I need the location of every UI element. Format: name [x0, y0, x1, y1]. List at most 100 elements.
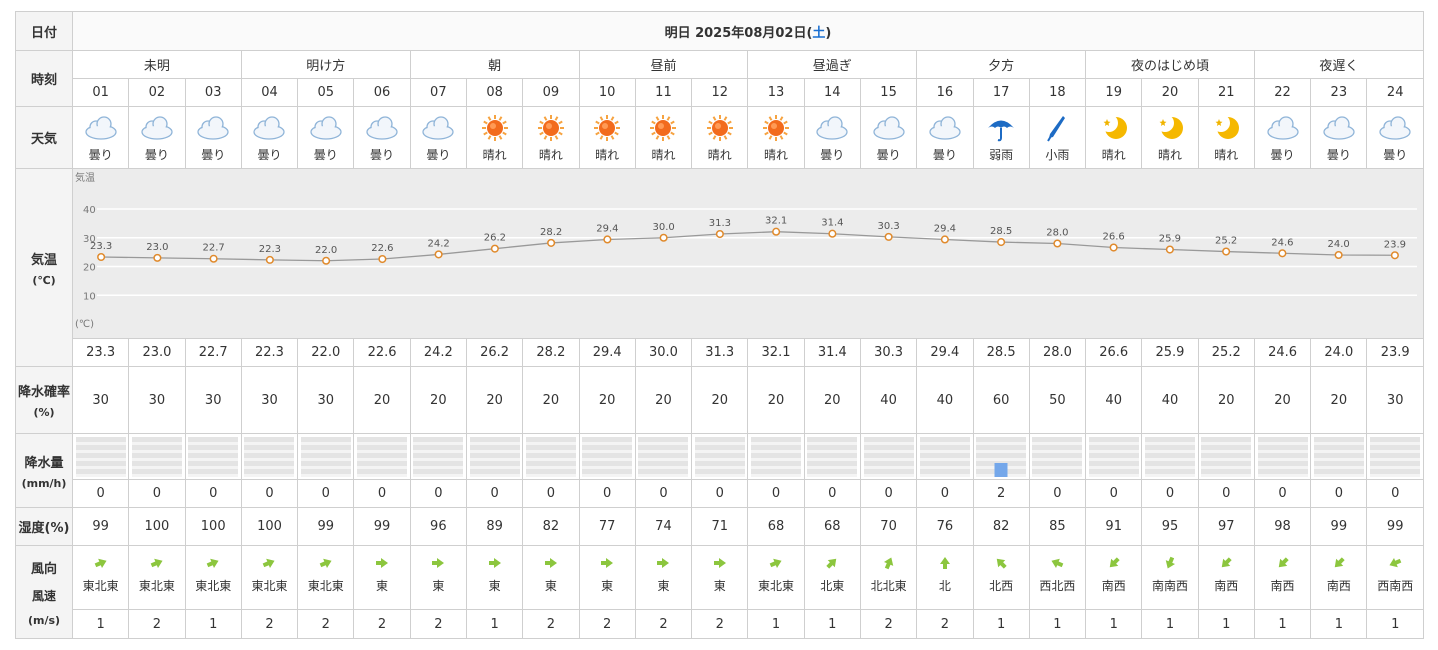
temperature-point-label: 24.2 [427, 238, 449, 249]
temperature-point-label: 22.0 [315, 245, 337, 256]
wind-arrow-icon [1278, 557, 1289, 568]
precip-bar-cell [916, 433, 974, 480]
precip-bar-track [976, 436, 1027, 477]
precip-bar-track [357, 436, 408, 477]
weather-label: 曇り [932, 148, 957, 162]
weather-cell: 曇り [297, 106, 355, 169]
wind-speed-value: 1 [1366, 609, 1424, 639]
temperature-point [659, 233, 668, 242]
hour-label: 01 [71, 78, 130, 107]
hour-label: 14 [803, 78, 861, 107]
temperature-chart-row: 気温 (℃) 10 20 30 40 気温 (℃) 23.3 23.0 22.7 22.3 22.0… [15, 168, 1424, 367]
temperature-value: 28.0 [1028, 338, 1087, 367]
precip-amount-value: 0 [1085, 479, 1143, 508]
precip-bar-cell [972, 433, 1030, 480]
precip-bar-cell [71, 433, 130, 480]
wind-speed-value: 2 [859, 609, 918, 639]
temperature-value: 31.4 [803, 338, 861, 367]
weather-cell: 晴れ [522, 106, 580, 169]
weather-cell: 曇り [240, 106, 299, 169]
temperature-point [884, 232, 893, 241]
weather-cell: 曇り [859, 106, 918, 169]
humidity-value: 99 [71, 507, 130, 546]
weather-label: 曇り [1270, 148, 1295, 162]
hour-label: 07 [409, 78, 467, 107]
precip-probability-value: 40 [916, 366, 974, 434]
precip-probability-value: 30 [128, 366, 186, 434]
temperature-point [547, 238, 556, 247]
temperature-point [940, 235, 949, 244]
wind-arrow-icon [488, 558, 501, 568]
wind-direction-label: 東 [376, 579, 389, 593]
row-label-wind: 風向 風速 (m/s) [15, 545, 73, 639]
temperature-value: 28.2 [522, 338, 580, 367]
wind-arrow-icon [376, 558, 389, 568]
precip-bar-track [1088, 436, 1139, 477]
cloud-icon [84, 116, 117, 140]
precip-probability-value: 20 [578, 366, 636, 434]
weather-cell: 晴れ [747, 106, 805, 169]
temperature-chart: 10 20 30 40 気温 (℃) 23.3 23.0 22.7 22.3 22.0 22.6 24.… [72, 168, 1424, 339]
hour-label: 16 [916, 78, 974, 107]
precip-probability-value: 60 [972, 366, 1030, 434]
temperature-point [828, 229, 837, 238]
precip-bar-track [638, 436, 689, 477]
precip-probability-value: 20 [409, 366, 467, 434]
precip-amount-value: 0 [747, 479, 805, 508]
precip-probability-value: 30 [297, 366, 355, 434]
hour-label: 18 [1028, 78, 1087, 107]
precip-amount-value: 0 [803, 479, 861, 508]
hour-row: 01 02 03 04 05 06 07 08 09 10 11 12 13 14 15 16 17 18 19 20… [16, 78, 1424, 107]
weather-label: 晴れ [595, 148, 620, 162]
hour-label: 06 [353, 78, 411, 107]
wind-direction-cell: 南南西 [1141, 545, 1199, 610]
moon-icon [1212, 114, 1240, 139]
precip-bar-track [300, 436, 351, 477]
chart-ytick-label: 40 [83, 205, 96, 216]
temperature-point [1334, 250, 1343, 260]
precip-bar-track [582, 436, 633, 477]
forecast-widget: 日付 明日 2025年08月02日(土) 時刻 未明 明け方朝昼前 昼過ぎ 夕方 夜のは… [15, 11, 1424, 639]
temperature-point-label: 25.9 [1159, 234, 1181, 245]
temperature-point-label: 25.2 [1215, 236, 1237, 247]
date-title: 明日 2025年08月02日(土) [72, 11, 1424, 51]
precip-bar-cell [409, 433, 467, 480]
precip-amount-value: 2 [972, 479, 1030, 508]
precip-amount-value: 0 [71, 479, 130, 508]
wind-direction-cell: 北西 [972, 545, 1030, 610]
wind-arrow-icon [263, 558, 276, 569]
wind-direction-cell: 東北東 [128, 545, 186, 610]
weather-cell: 晴れ [1141, 106, 1199, 169]
wind-speed-label: 風速 [31, 588, 56, 603]
hour-label: 05 [297, 78, 355, 107]
precip-amount-unit: (mm/h) [21, 476, 67, 490]
wind-direction-label: 東北東 [195, 579, 232, 593]
precip-probability-value: 20 [522, 366, 580, 434]
weather-cell: 曇り [1366, 106, 1424, 169]
temperature-value: 23.9 [1366, 338, 1424, 367]
wind-arrow-icon [1389, 557, 1402, 568]
precip-amount-value: 0 [240, 479, 299, 508]
wind-speed-value: 1 [1141, 609, 1199, 639]
chart-yunit: (℃) [75, 319, 94, 330]
umbrella-icon [988, 120, 1015, 142]
temperature-point [434, 250, 443, 259]
wind-speed-value: 1 [1310, 609, 1368, 639]
date-title-dow: 土 [812, 25, 826, 41]
temperature-point [997, 238, 1006, 247]
row-label-humidity: 湿度(%) [15, 507, 73, 546]
temperature-value: 22.0 [297, 338, 355, 367]
temperature-point-label: 24.6 [1271, 237, 1293, 248]
humidity-value: 68 [803, 507, 861, 546]
precip-bar-track [131, 436, 182, 477]
moon-icon [1099, 114, 1127, 139]
wind-direction-cell: 東 [409, 545, 467, 610]
precip-bar-track [1370, 436, 1421, 477]
wind-speed-value: 2 [916, 609, 974, 639]
chart-ytick-label: 30 [83, 234, 96, 245]
precip-probability-value: 50 [1028, 366, 1087, 434]
cloud-icon [141, 116, 173, 140]
precip-probability-value: 40 [1085, 366, 1143, 434]
wind-direction-label: 南西 [1326, 579, 1351, 593]
